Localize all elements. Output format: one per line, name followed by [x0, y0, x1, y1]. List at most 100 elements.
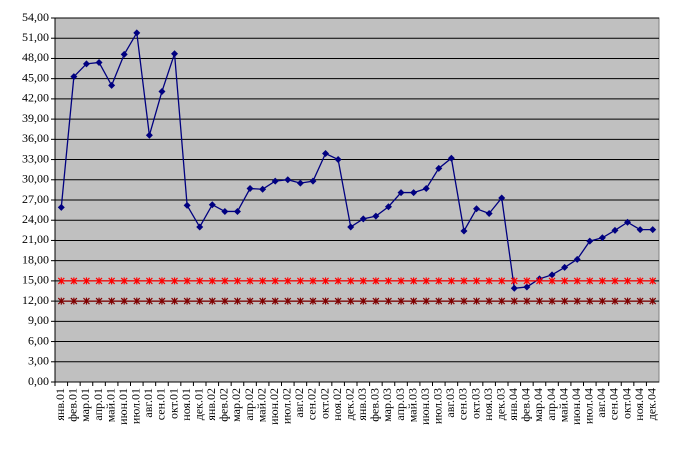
marker	[611, 297, 619, 305]
marker	[296, 179, 304, 187]
marker	[636, 297, 644, 305]
x-tick-label: май.03	[405, 388, 419, 422]
marker	[221, 277, 229, 285]
marker	[573, 297, 581, 305]
marker	[548, 297, 556, 305]
marker	[510, 297, 518, 305]
marker	[171, 50, 179, 58]
marker	[70, 297, 78, 305]
marker	[246, 277, 254, 285]
marker	[334, 156, 342, 164]
marker	[246, 185, 254, 193]
marker	[57, 297, 65, 305]
marker	[598, 234, 606, 242]
marker	[133, 277, 141, 285]
marker	[322, 277, 329, 285]
marker	[561, 263, 569, 271]
marker	[460, 227, 468, 235]
y-tick-label: 15,00	[22, 273, 49, 287]
marker	[108, 277, 116, 285]
marker	[422, 277, 430, 285]
y-tick-label: 48,00	[22, 50, 49, 64]
y-tick-label: 27,00	[22, 192, 49, 206]
marker	[95, 58, 103, 66]
x-tick-label: янв.01	[53, 388, 67, 421]
marker	[57, 203, 65, 211]
marker	[296, 277, 304, 285]
marker	[372, 297, 380, 305]
x-tick-label: апр.03	[393, 388, 407, 421]
marker	[233, 207, 241, 215]
marker	[57, 277, 65, 285]
y-tick-label: 12,00	[22, 293, 49, 307]
x-tick-label: ноя.02	[330, 388, 344, 421]
x-tick-label: авг.01	[141, 388, 155, 418]
marker	[636, 226, 644, 234]
marker	[120, 50, 128, 58]
marker	[498, 277, 506, 285]
x-tick-label: июл.03	[431, 388, 445, 424]
marker	[284, 277, 292, 285]
y-tick-label: 39,00	[22, 111, 49, 125]
marker	[120, 277, 128, 285]
marker	[271, 177, 279, 185]
y-tick-label: 45,00	[22, 70, 49, 84]
y-tick-label: 30,00	[22, 172, 49, 186]
marker	[523, 277, 531, 285]
marker	[158, 277, 166, 285]
x-tick-label: окт.03	[468, 388, 482, 419]
marker	[485, 209, 493, 217]
marker	[598, 277, 606, 285]
marker	[145, 131, 153, 139]
x-tick-label: июн.01	[116, 388, 130, 425]
x-tick-label: мар.01	[78, 388, 92, 422]
x-tick-label: янв.03	[355, 388, 369, 421]
marker	[435, 164, 443, 172]
marker	[82, 60, 90, 68]
marker	[133, 29, 141, 37]
y-tick-label: 24,00	[22, 212, 49, 226]
x-tick-label: май.01	[103, 388, 117, 422]
marker	[95, 277, 103, 285]
marker	[649, 226, 657, 234]
y-tick-label: 0,00	[28, 374, 49, 388]
marker	[208, 277, 216, 285]
x-tick-label: авг.03	[443, 388, 457, 418]
marker	[649, 277, 657, 285]
y-tick-label: 18,00	[22, 252, 49, 266]
x-tick-label: дек.03	[493, 388, 507, 420]
marker	[447, 154, 455, 162]
marker	[410, 297, 418, 305]
marker	[447, 277, 455, 285]
x-tick-label: дек.02	[342, 388, 356, 420]
marker	[561, 297, 569, 305]
marker	[586, 297, 594, 305]
marker	[384, 203, 392, 211]
marker	[259, 185, 267, 193]
marker	[234, 297, 241, 305]
x-tick-label: ноя.04	[632, 388, 646, 421]
marker	[586, 277, 594, 285]
marker	[221, 297, 229, 305]
marker	[196, 297, 204, 305]
x-tick-label: фев.03	[368, 388, 382, 422]
marker	[284, 176, 292, 184]
marker	[435, 297, 443, 305]
marker	[259, 297, 267, 305]
x-tick-label: апр.02	[242, 388, 256, 421]
marker	[624, 218, 632, 226]
marker	[523, 283, 531, 291]
marker	[397, 277, 405, 285]
marker	[196, 277, 204, 285]
marker	[359, 277, 367, 285]
marker	[536, 297, 543, 305]
y-tick-label: 36,00	[22, 131, 49, 145]
x-tick-label: авг.02	[292, 388, 306, 418]
marker	[359, 297, 367, 305]
x-tick-label: сен.04	[607, 388, 621, 420]
marker	[171, 277, 178, 285]
marker	[536, 277, 543, 285]
marker	[70, 73, 78, 81]
marker	[334, 277, 342, 285]
